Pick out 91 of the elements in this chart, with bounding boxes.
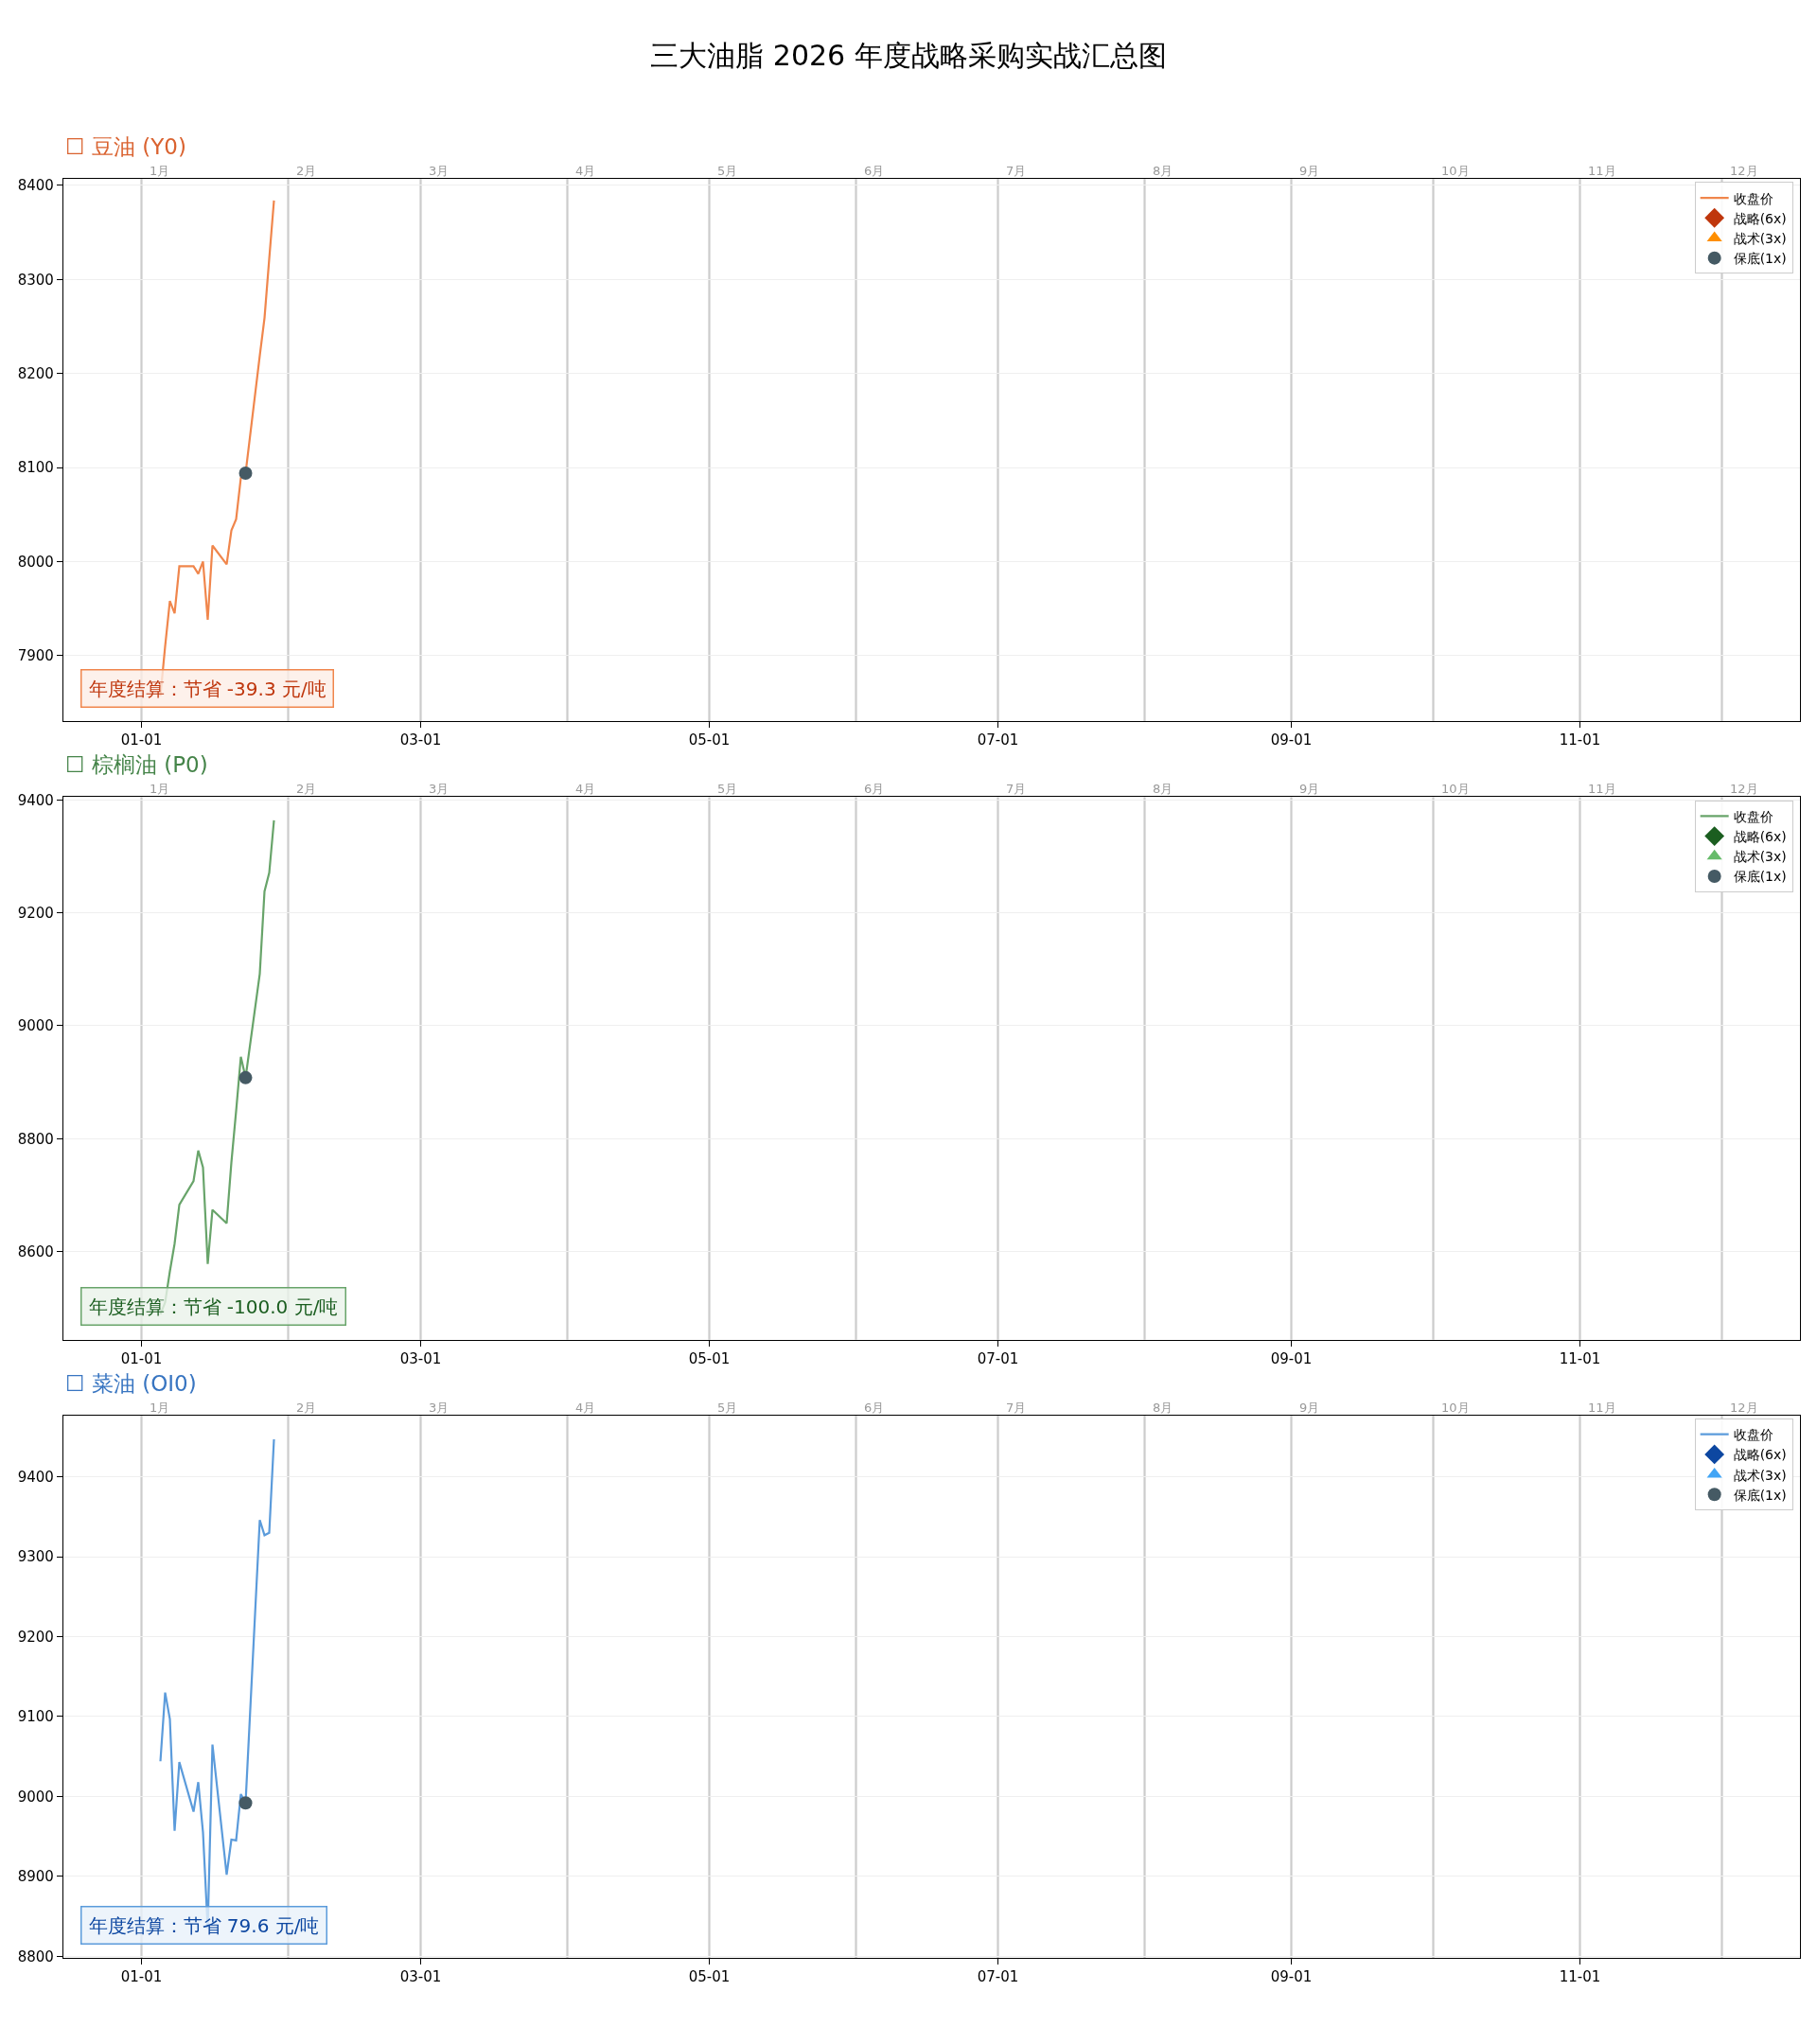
ref-line-label: 3月 bbox=[429, 782, 450, 796]
ref-line-label: 1月 bbox=[150, 782, 170, 796]
ref-line-label: 1月 bbox=[150, 1401, 170, 1415]
ref-line-label: 8月 bbox=[1153, 782, 1173, 796]
ref-line-label: 10月 bbox=[1441, 1401, 1470, 1415]
y-tick-label: 8800 bbox=[17, 1130, 54, 1148]
legend-label: 保底(1x) bbox=[1733, 251, 1787, 267]
x-tick-label: 03-01 bbox=[399, 1968, 442, 1986]
y-tick-label: 9400 bbox=[17, 791, 54, 809]
x-tick-label: 03-01 bbox=[399, 731, 442, 749]
ref-line-label: 9月 bbox=[1299, 782, 1320, 796]
ref-line-label: 10月 bbox=[1441, 164, 1470, 178]
x-tick-label: 11-01 bbox=[1559, 731, 1601, 749]
legend-label: 战术(3x) bbox=[1733, 849, 1787, 865]
x-tick-label: 09-01 bbox=[1270, 1968, 1313, 1986]
y-tick-label: 8300 bbox=[17, 271, 54, 289]
legend-label: 战略(6x) bbox=[1733, 829, 1787, 845]
ref-line-label: 7月 bbox=[1006, 164, 1027, 178]
ref-line-label: 3月 bbox=[429, 1401, 450, 1415]
x-tick-label: 03-01 bbox=[399, 1349, 442, 1367]
y-tick-label: 8000 bbox=[17, 553, 54, 571]
y-tick-label: 9200 bbox=[17, 1628, 54, 1646]
legend-label: 收盘价 bbox=[1733, 190, 1773, 206]
ref-line-label: 6月 bbox=[864, 1401, 885, 1415]
x-tick-label: 11-01 bbox=[1559, 1968, 1601, 1986]
y-tick-label: 8900 bbox=[17, 1868, 54, 1886]
legend-label: 收盘价 bbox=[1733, 808, 1773, 824]
x-tick-label: 01-01 bbox=[120, 1349, 163, 1367]
y-tick-label: 8100 bbox=[17, 459, 54, 477]
ref-line-label: 11月 bbox=[1588, 782, 1616, 796]
x-tick-label: 07-01 bbox=[977, 731, 1019, 749]
ref-line-label: 3月 bbox=[429, 164, 450, 178]
y-tick-label: 8200 bbox=[17, 364, 54, 382]
ref-line-label: 1月 bbox=[150, 164, 170, 178]
ref-line-label: 7月 bbox=[1006, 782, 1027, 796]
annotation: 年度结算：节省 -39.3 元/吨 bbox=[88, 677, 326, 700]
ref-line-label: 11月 bbox=[1588, 164, 1616, 178]
y-tick-label: 9000 bbox=[17, 1788, 54, 1806]
ref-line-label: 10月 bbox=[1441, 782, 1470, 796]
x-tick-label: 07-01 bbox=[977, 1349, 1019, 1367]
ref-line-label: 2月 bbox=[296, 782, 317, 796]
chart-title: 三大油脂 2026 年度战略采购实战汇总图 bbox=[650, 38, 1167, 72]
x-tick-label: 09-01 bbox=[1270, 1349, 1313, 1367]
ref-line-label: 2月 bbox=[296, 164, 317, 178]
legend-label: 战略(6x) bbox=[1733, 1447, 1787, 1463]
y-tick-label: 9300 bbox=[17, 1548, 54, 1566]
y-tick-label: 9400 bbox=[17, 1468, 54, 1486]
y-tick-label: 9100 bbox=[17, 1708, 54, 1726]
ref-line-label: 11月 bbox=[1588, 1401, 1616, 1415]
ref-line-label: 2月 bbox=[296, 1401, 317, 1415]
legend-label: 保底(1x) bbox=[1733, 1487, 1787, 1503]
ref-line-label: 12月 bbox=[1730, 782, 1758, 796]
annotation: 年度结算：节省 -100.0 元/吨 bbox=[88, 1295, 339, 1318]
ref-line-label: 6月 bbox=[864, 782, 885, 796]
ref-line-label: 5月 bbox=[717, 782, 738, 796]
x-tick-label: 05-01 bbox=[688, 1968, 731, 1986]
ref-line-label: 9月 bbox=[1299, 164, 1320, 178]
legend-label: 收盘价 bbox=[1733, 1427, 1773, 1443]
chart-subtitle: ☐ 棕榈油 (P0) bbox=[65, 752, 208, 777]
y-tick-label: 9000 bbox=[17, 1017, 54, 1035]
x-tick-label: 11-01 bbox=[1559, 1349, 1601, 1367]
chart-subtitle: ☐ 豆油 (Y0) bbox=[65, 134, 186, 159]
y-tick-label: 8600 bbox=[17, 1242, 54, 1260]
x-tick-label: 05-01 bbox=[688, 731, 731, 749]
legend-label: 战术(3x) bbox=[1733, 230, 1787, 246]
y-tick-label: 7900 bbox=[17, 647, 54, 665]
ref-line-label: 12月 bbox=[1730, 164, 1758, 178]
legend-label: 战术(3x) bbox=[1733, 1467, 1787, 1483]
x-tick-label: 01-01 bbox=[120, 731, 163, 749]
chart-subtitle: ☐ 菜油 (OI0) bbox=[65, 1371, 197, 1396]
x-tick-label: 05-01 bbox=[688, 1349, 731, 1367]
x-tick-label: 09-01 bbox=[1270, 731, 1313, 749]
ref-line-label: 4月 bbox=[575, 1401, 596, 1415]
ref-line-label: 8月 bbox=[1153, 1401, 1173, 1415]
legend-label: 保底(1x) bbox=[1733, 869, 1787, 885]
ref-line-label: 6月 bbox=[864, 164, 885, 178]
x-tick-label: 07-01 bbox=[977, 1968, 1019, 1986]
ref-line-label: 8月 bbox=[1153, 164, 1173, 178]
ref-line-label: 5月 bbox=[717, 164, 738, 178]
y-tick-label: 8800 bbox=[17, 1947, 54, 1965]
ref-line-label: 4月 bbox=[575, 164, 596, 178]
legend-label: 战略(6x) bbox=[1733, 210, 1787, 226]
y-tick-label: 9200 bbox=[17, 904, 54, 922]
ref-line-label: 9月 bbox=[1299, 1401, 1320, 1415]
ref-line-label: 4月 bbox=[575, 782, 596, 796]
ref-line-label: 7月 bbox=[1006, 1401, 1027, 1415]
y-tick-label: 8400 bbox=[17, 177, 54, 195]
x-tick-label: 01-01 bbox=[120, 1968, 163, 1986]
annotation: 年度结算：节省 79.6 元/吨 bbox=[88, 1913, 320, 1937]
ref-line-label: 5月 bbox=[717, 1401, 738, 1415]
ref-line-label: 12月 bbox=[1730, 1401, 1758, 1415]
